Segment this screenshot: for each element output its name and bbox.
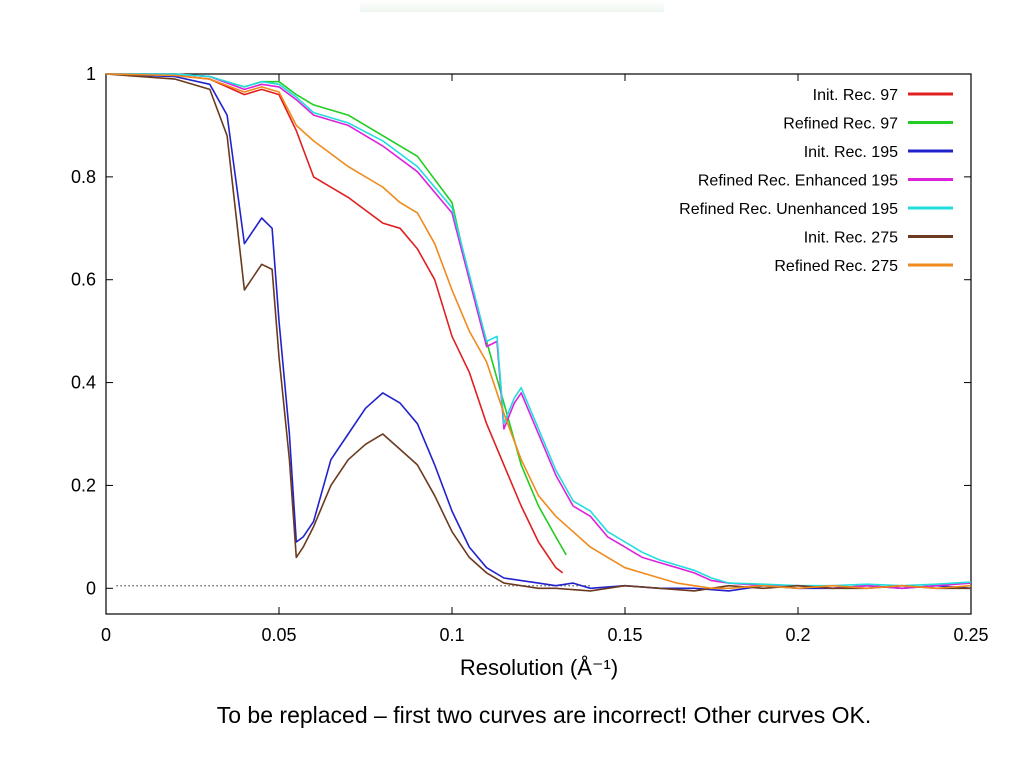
series-line-4: [106, 73, 972, 587]
legend-label-3: Refined Rec. Enhanced 195: [698, 173, 898, 190]
y-tick-label-1: 0.2: [71, 475, 96, 495]
x-tick-label-5: 0.25: [953, 625, 988, 645]
top-decoration: [360, 0, 664, 12]
y-tick-label-4: 0.8: [71, 167, 96, 187]
series-line-6: [105, 73, 972, 590]
plot-area: 0 0.05 0.1 0.15 0.2 0.25 0 0.2 0.4 0.6 0.8 1 Init. R…: [71, 64, 989, 645]
legend-label-5: Init. Rec. 275: [804, 230, 898, 247]
legend-label-6: Refined Rec. 275: [774, 258, 898, 275]
series-line-1: [106, 73, 567, 556]
slide-caption: To be replaced – first two curves are in…: [216, 702, 872, 728]
fsc-chart: 0 0.05 0.1 0.15 0.2 0.25 0 0.2 0.4 0.6 0.8 1 Init. R…: [71, 64, 989, 680]
legend-label-2: Init. Rec. 195: [804, 144, 898, 161]
y-tick-label-3: 0.6: [71, 270, 96, 290]
y-tick-label-0: 0: [86, 578, 96, 598]
legend-label-4: Refined Rec. Unenhanced 195: [679, 201, 898, 218]
y-tick-label-5: 1: [86, 64, 96, 84]
x-tick-label-2: 0.1: [439, 625, 464, 645]
x-axis-label: Resolution (Å⁻¹): [460, 655, 618, 680]
series-line-0: [105, 73, 564, 574]
legend-label-0: Init. Rec. 97: [813, 87, 898, 104]
y-tick-label-2: 0.4: [71, 373, 96, 393]
plot-frame: [105, 73, 972, 615]
x-tick-label-4: 0.2: [785, 625, 810, 645]
x-tick-label-3: 0.15: [607, 625, 642, 645]
legend-label-1: Refined Rec. 97: [783, 116, 898, 133]
x-tick-label-0: 0: [101, 625, 111, 645]
x-tick-label-1: 0.05: [261, 625, 296, 645]
series-line-5: [105, 73, 971, 592]
